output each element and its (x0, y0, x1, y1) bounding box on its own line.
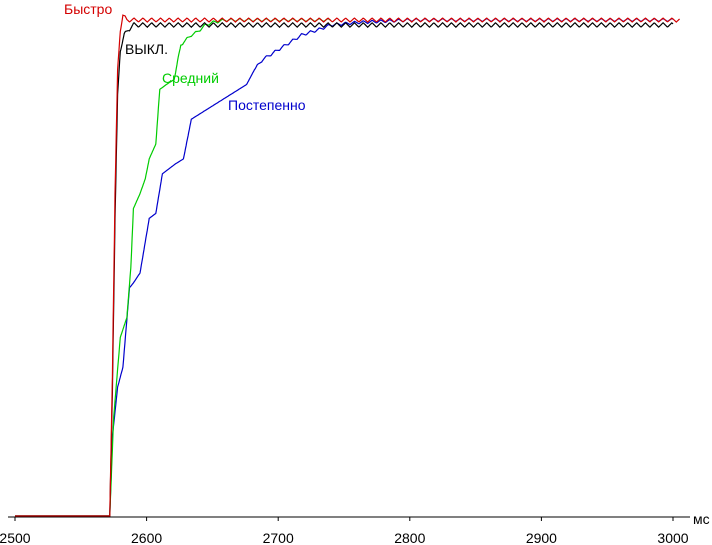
series-line-1 (15, 21, 674, 517)
series-line-2 (15, 17, 332, 517)
series-label-0: Быстро (64, 1, 112, 17)
series-layer (15, 14, 680, 517)
x-tick-label: 2500 (0, 530, 31, 545)
x-tick-label: 2600 (131, 530, 162, 545)
series-labels: Быстро ВЫКЛ. Средний Постепенно (64, 1, 306, 113)
x-ticks: 2500 2600 2700 2800 2900 3000 (0, 517, 689, 545)
series-label-1: ВЫКЛ. (125, 41, 168, 57)
x-axis: 2500 2600 2700 2800 2900 3000 мс (0, 511, 710, 545)
x-tick-label: 3000 (657, 530, 688, 545)
x-tick-label: 2700 (263, 530, 294, 545)
series-label-3: Постепенно (228, 97, 306, 113)
x-tick-label: 2800 (394, 530, 425, 545)
series-label-2: Средний (162, 70, 219, 86)
x-tick-label: 2900 (526, 530, 557, 545)
series-line-0 (15, 14, 680, 517)
x-axis-unit: мс (693, 511, 710, 527)
